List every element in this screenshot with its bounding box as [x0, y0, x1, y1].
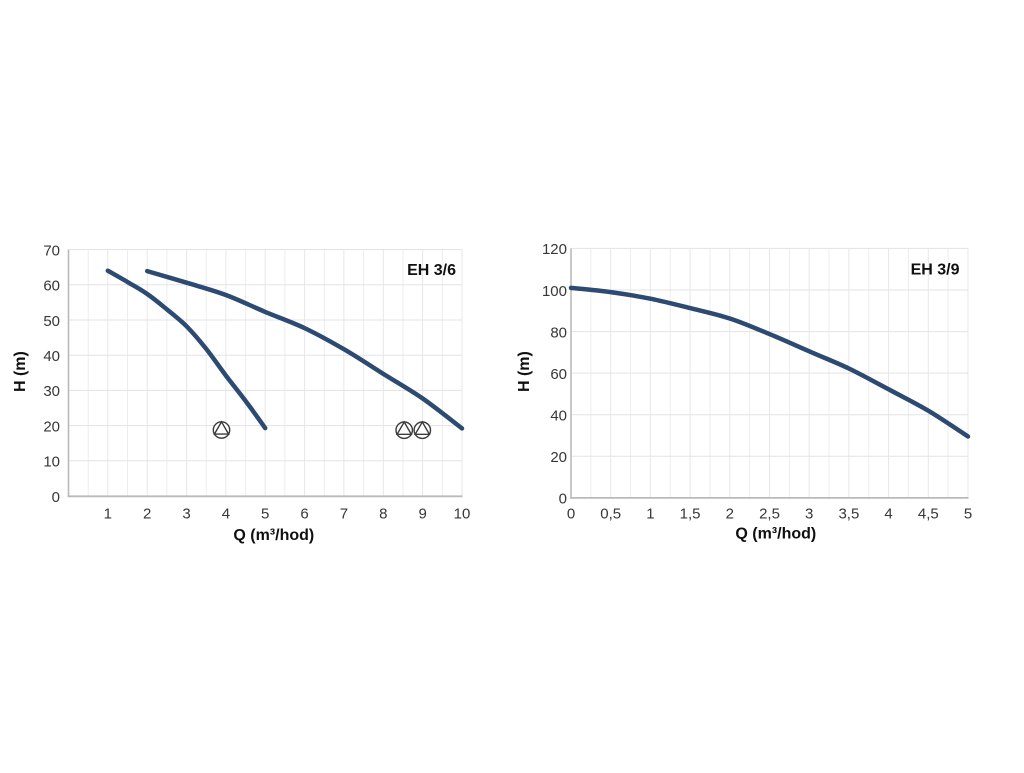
svg-text:7: 7 — [340, 506, 348, 523]
svg-text:H (m): H (m) — [12, 351, 29, 392]
svg-text:0: 0 — [52, 489, 60, 506]
svg-text:8: 8 — [379, 506, 387, 523]
svg-text:1,5: 1,5 — [680, 506, 701, 523]
svg-text:6: 6 — [300, 506, 308, 523]
svg-text:60: 60 — [550, 366, 567, 383]
svg-text:Q (m³/hod): Q (m³/hod) — [735, 526, 816, 543]
svg-text:10: 10 — [43, 454, 60, 471]
svg-text:30: 30 — [43, 383, 60, 400]
svg-text:60: 60 — [43, 278, 60, 295]
svg-text:9: 9 — [419, 506, 427, 523]
svg-text:2: 2 — [726, 506, 734, 523]
svg-text:2: 2 — [143, 506, 151, 523]
svg-text:H (m): H (m) — [516, 351, 533, 392]
svg-text:4: 4 — [222, 506, 230, 523]
svg-text:1: 1 — [646, 506, 654, 523]
svg-text:3,5: 3,5 — [838, 506, 859, 523]
svg-text:3: 3 — [805, 506, 813, 523]
svg-text:0,5: 0,5 — [600, 506, 621, 523]
svg-text:EH 3/9: EH 3/9 — [911, 262, 960, 279]
svg-text:Q (m³/hod): Q (m³/hod) — [233, 527, 314, 544]
svg-text:0: 0 — [559, 491, 567, 508]
svg-text:3: 3 — [182, 506, 190, 523]
svg-text:70: 70 — [43, 242, 60, 259]
svg-text:5: 5 — [261, 506, 269, 523]
svg-text:120: 120 — [542, 241, 567, 258]
svg-text:40: 40 — [550, 408, 567, 425]
svg-text:20: 20 — [43, 418, 60, 435]
svg-text:4: 4 — [884, 506, 892, 523]
svg-text:4,5: 4,5 — [918, 506, 939, 523]
svg-text:EH 3/6: EH 3/6 — [407, 262, 456, 279]
svg-text:5: 5 — [964, 506, 972, 523]
svg-text:1: 1 — [104, 506, 112, 523]
svg-text:2,5: 2,5 — [759, 506, 780, 523]
svg-text:20: 20 — [550, 449, 567, 466]
svg-text:50: 50 — [43, 313, 60, 330]
svg-text:80: 80 — [550, 324, 567, 341]
svg-text:0: 0 — [567, 506, 575, 523]
svg-text:10: 10 — [454, 506, 471, 523]
svg-text:40: 40 — [43, 348, 60, 365]
svg-text:100: 100 — [542, 283, 567, 300]
